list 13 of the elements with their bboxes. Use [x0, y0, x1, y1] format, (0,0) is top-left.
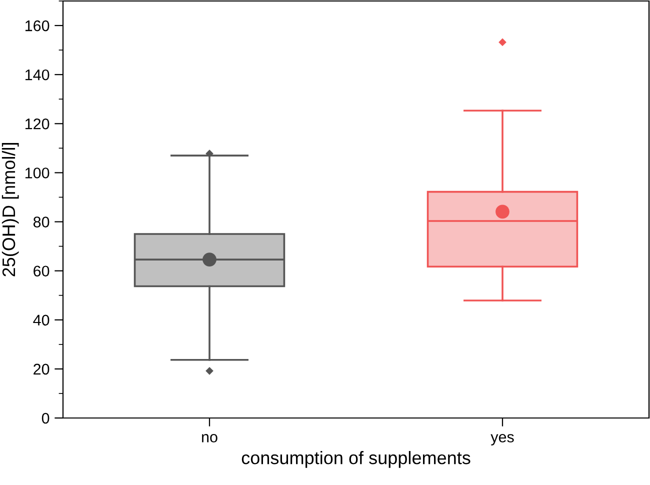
y-tick-label: 160 — [25, 20, 50, 32]
y-tick-label: 20 — [34, 364, 50, 375]
y-tick-label: 60 — [34, 266, 50, 277]
x-axis-title: consumption of supplements — [242, 450, 470, 468]
y-tick-label: 40 — [33, 314, 50, 326]
y-tick-label: 120 — [25, 118, 50, 130]
y-tick-label: 140 — [25, 69, 50, 80]
x-tick-label: no — [202, 434, 218, 442]
y-tick-label: 80 — [33, 216, 50, 228]
y-tick-label: 0 — [42, 412, 50, 424]
y-axis-title: 25(OH)D [nmol/l] — [2, 143, 19, 276]
y-tick-label: 100 — [25, 168, 50, 178]
x-tick-label: yes — [490, 434, 514, 446]
